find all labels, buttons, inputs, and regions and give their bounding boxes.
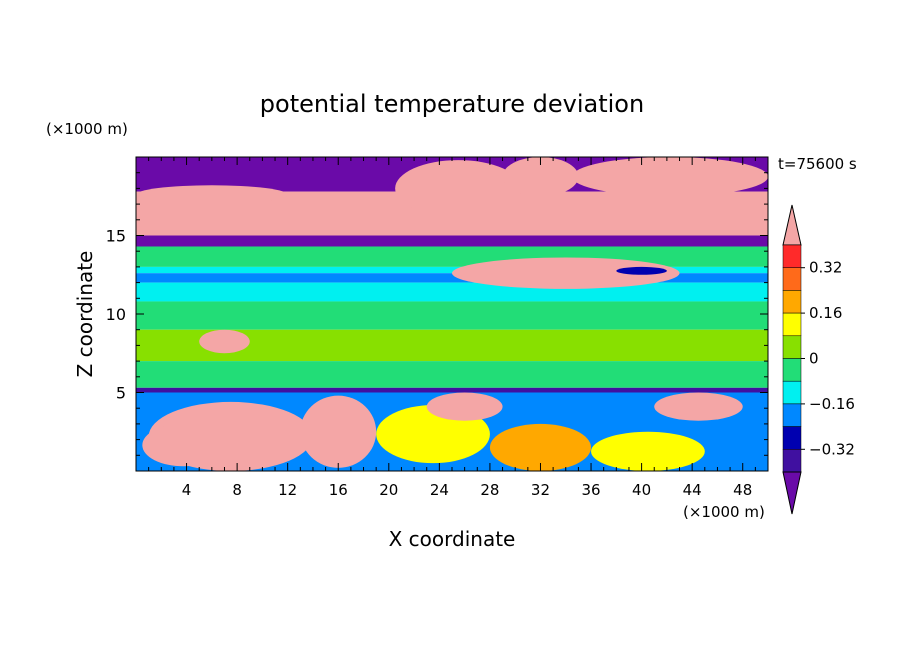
colorbar-swatch <box>782 403 802 427</box>
colorbar-swatch <box>782 244 802 268</box>
colorbar-swatch <box>782 290 802 314</box>
field-anomaly-2 <box>572 157 768 197</box>
field-band-3 <box>136 246 768 267</box>
x-tick-label: 24 <box>430 481 449 499</box>
colorbar-swatch <box>782 449 802 473</box>
y-axis: 5 10 15 <box>106 156 768 472</box>
colorbar-label: 0.32 <box>809 259 842 277</box>
field-anomaly-5 <box>616 266 667 275</box>
field-anomaly-7 <box>300 395 377 468</box>
x-tick-label: 28 <box>480 481 499 499</box>
field-band-10 <box>136 387 768 393</box>
colorbar-label: −0.32 <box>809 440 855 458</box>
field-anomalies <box>136 157 768 471</box>
x-tick-label: 20 <box>379 481 398 499</box>
y-tick-label: 5 <box>116 384 126 403</box>
x-tick-label: 8 <box>232 481 242 499</box>
x-tick-label: 4 <box>182 481 192 499</box>
field-anomaly-9 <box>489 423 592 471</box>
colorbar-swatch <box>782 358 802 382</box>
y-tick-label: 10 <box>106 305 126 324</box>
field-band-6 <box>136 282 768 302</box>
field-anomaly-14 <box>199 329 250 354</box>
colorbar-label: −0.16 <box>809 395 855 413</box>
x-tick-label: 44 <box>683 481 702 499</box>
field-anomaly-1 <box>502 157 579 197</box>
x-axis: 4 8 12 16 20 24 28 32 36 40 44 48 <box>135 157 769 499</box>
x-tick-label: 12 <box>278 481 297 499</box>
plot-area <box>136 157 768 471</box>
field-band-2 <box>136 235 768 247</box>
field-band-7 <box>136 301 768 330</box>
colorbar-top-arrow <box>782 204 802 246</box>
time-label: t=75600 s <box>778 155 857 173</box>
field-band-4 <box>136 266 768 274</box>
x-tick-label: 16 <box>329 481 348 499</box>
field-anomaly-13 <box>654 392 743 421</box>
field-anomaly-10 <box>591 431 705 471</box>
colorbar-swatch <box>782 312 802 337</box>
field-band-5 <box>136 273 768 283</box>
colorbar-swatch <box>782 426 802 450</box>
x-unit-label: (×1000 m) <box>683 503 765 521</box>
colorbar-bottom-arrow <box>782 471 802 515</box>
field-anomaly-11 <box>142 423 225 467</box>
x-tick-label: 32 <box>531 481 550 499</box>
x-axis-label: X coordinate <box>389 527 516 551</box>
colorbar-swatch <box>782 380 802 405</box>
y-axis-label: Z coordinate <box>73 251 97 378</box>
colorbar-swatch <box>782 335 802 359</box>
colorbar-label: 0 <box>809 350 819 368</box>
colorbar: 0.32 0.16 0 −0.16 −0.32 <box>782 204 855 515</box>
x-tick-label: 48 <box>733 481 752 499</box>
x-tick-label: 40 <box>632 481 651 499</box>
field-anomaly-0 <box>395 160 522 217</box>
field-band-9 <box>136 361 768 388</box>
field-anomaly-3 <box>136 185 288 205</box>
x-tick-label: 36 <box>581 481 600 499</box>
y-unit-label: (×1000 m) <box>46 120 128 138</box>
colorbar-label: 0.16 <box>809 304 842 322</box>
field-anomaly-12 <box>426 392 503 421</box>
y-tick-label: 15 <box>106 227 126 246</box>
chart-title: potential temperature deviation <box>260 90 644 118</box>
field-anomaly-4 <box>452 257 680 289</box>
colorbar-swatch <box>782 267 802 291</box>
